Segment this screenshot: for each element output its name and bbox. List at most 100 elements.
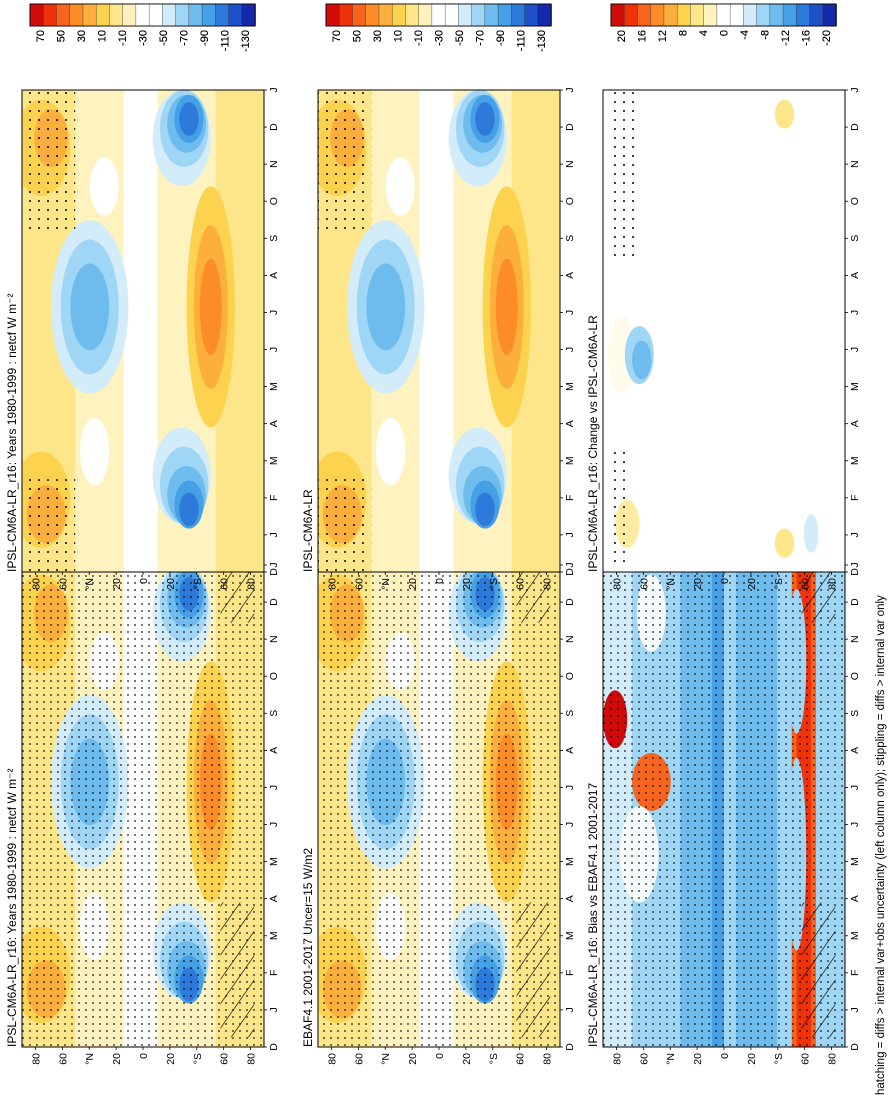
month-tick-label: N [564, 635, 576, 643]
colorbar-label: 30 [372, 30, 384, 42]
colorbar-label: 8 [678, 30, 690, 36]
colorbar-label: -16 [800, 30, 812, 46]
colorbar-label: -70 [178, 30, 190, 46]
colorbar-label: -110 [219, 30, 231, 51]
colorbar-label: -12 [780, 30, 792, 46]
colorbar-label: 0 [719, 30, 731, 36]
colorbar-label: -110 [219, 30, 231, 51]
colorbar-label: -90 [495, 30, 507, 46]
month-tick-label: J [849, 87, 861, 92]
month-tick-label: J [564, 1007, 576, 1012]
colorbar-swatch [782, 3, 797, 27]
month-tick-label: J [268, 822, 280, 827]
colorbar-label: 70 [331, 30, 343, 42]
colorbar-swatch [201, 3, 216, 27]
colorbar-swatch [650, 3, 665, 27]
lat-tick-label: °S [488, 578, 500, 589]
month-tick-label: A [564, 747, 576, 754]
lat-tick-label: 80 [30, 1053, 42, 1065]
lat-tick-label: 0 [719, 1053, 731, 1059]
colorbar-label: -4 [739, 30, 751, 40]
colorbar-label: 16 [637, 30, 649, 42]
colorbar-swatch [822, 3, 837, 27]
month-tick-label: J [564, 785, 576, 790]
colorbar-swatch [756, 3, 771, 27]
month-tick-label: D [849, 598, 861, 606]
colorbar-swatch [162, 3, 177, 27]
panel-field [318, 90, 560, 572]
month-tick-label: O [849, 197, 861, 205]
colorbar: 20 16 12 8 4 0 -4 -8 -12 -16 -20 [610, 3, 837, 46]
colorbar-swatch [418, 3, 433, 27]
month-tick-label: D [268, 1043, 280, 1051]
lat-tick-label: 80 [827, 578, 839, 590]
colorbar-label: -50 [158, 30, 170, 46]
panel-title: EBAF4.1 2001-2017 Uncer=15 W/m2 [301, 848, 315, 1047]
lat-tick-label: 80 [30, 578, 42, 590]
lat-tick-label: 60 [57, 578, 69, 590]
panel-bot-right: IPSL-CM6A-LR_r16: Change vs IPSL-CM6A-LR… [586, 3, 861, 590]
month-tick-label: D [268, 123, 280, 131]
colorbar-swatch [135, 3, 150, 27]
month-tick-label: M [849, 456, 861, 465]
colorbar-label: 30 [372, 30, 384, 42]
month-tick-label: N [268, 160, 280, 168]
colorbar-label: 30 [76, 30, 88, 42]
colorbar-label: 8 [678, 30, 690, 36]
colorbar-label: 12 [657, 30, 669, 42]
lat-tick-label: 20 [407, 1053, 419, 1065]
colorbar-swatch [458, 3, 473, 27]
colorbar-swatch [637, 3, 652, 27]
month-tick-label: J [564, 562, 576, 567]
panel-field [22, 90, 264, 572]
colorbar-swatch [716, 3, 731, 27]
colorbar-label: 10 [393, 30, 405, 42]
colorbar-label: -10 [117, 30, 129, 46]
lat-tick-label: 80 [542, 578, 554, 590]
lat-tick-label: 20 [692, 578, 704, 590]
month-tick-label: F [564, 495, 576, 501]
month-tick-label: J [268, 785, 280, 790]
month-tick-label: F [564, 970, 576, 976]
colorbar-label: -20 [821, 30, 833, 46]
lat-tick-label: °N [380, 1053, 392, 1065]
colorbar-swatch [497, 3, 512, 27]
colorbar-swatch [95, 3, 111, 27]
month-tick-label: F [268, 970, 280, 976]
month-tick-label: A [268, 420, 280, 427]
lat-tick-label: 60 [515, 1053, 527, 1065]
month-tick-label: M [268, 857, 280, 866]
colorbar-label: -12 [780, 30, 792, 46]
lat-tick-label: 20 [165, 1053, 177, 1065]
month-tick-label: M [564, 857, 576, 866]
month-tick-label: N [268, 635, 280, 643]
month-tick-label: S [564, 235, 576, 242]
month-tick-label: D [849, 568, 861, 576]
colorbar-label: -90 [495, 30, 507, 46]
month-tick-label: D [564, 598, 576, 606]
lat-tick-label: °S [192, 1053, 204, 1064]
colorbar-swatch [391, 3, 407, 27]
colorbar-label: -90 [199, 30, 211, 46]
colorbar-label: 70 [35, 30, 47, 42]
lat-tick-label: 60 [515, 578, 527, 590]
month-tick-label: D [564, 123, 576, 131]
lat-tick-label: 60 [57, 1053, 69, 1065]
month-tick-label: D [268, 598, 280, 606]
panel-title: IPSL-CM6A-LR_r16: Years 1980-1999 : netc… [5, 294, 19, 572]
colorbar-swatch [241, 3, 256, 27]
month-tick-label: N [564, 160, 576, 168]
colorbar-label: 4 [698, 30, 710, 36]
lat-tick-label: 60 [353, 578, 365, 590]
colorbar-label: -10 [413, 30, 425, 46]
month-tick-label: S [849, 235, 861, 242]
month-tick-label: A [849, 420, 861, 427]
lat-tick-label: 60 [800, 578, 812, 590]
colorbar-swatch [69, 3, 84, 27]
month-tick-label: J [564, 347, 576, 352]
colorbar-label: -10 [413, 30, 425, 46]
month-tick-label: F [268, 495, 280, 501]
colorbar-label: -110 [515, 30, 527, 51]
month-tick-label: D [849, 123, 861, 131]
